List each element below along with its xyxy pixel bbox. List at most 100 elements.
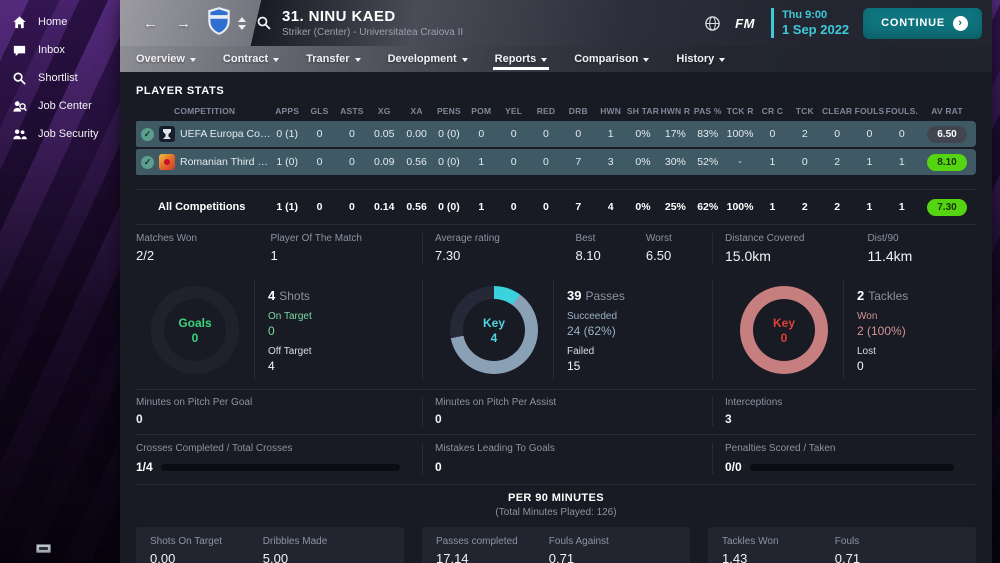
stat-cell: 62% [697, 201, 719, 213]
sidebar: Home Inbox Shortlist Job Center Job Secu… [0, 0, 120, 563]
stat-cell: 52% [697, 156, 719, 168]
stat-cell: 0 (0) [438, 128, 460, 140]
tab-overview[interactable]: Overview [136, 46, 196, 72]
competition-name: UEFA Europa Confer... [180, 128, 271, 140]
continue-button[interactable]: CONTINUE › [863, 7, 982, 39]
sidebar-item-label: Job Center [38, 100, 92, 112]
column-header: XG [377, 106, 391, 116]
stat-cell: 0 [478, 128, 485, 140]
column-header: FOULS... [885, 106, 918, 116]
section-title: PLAYER STATS [136, 85, 225, 97]
stat-cell: 7 [575, 201, 582, 213]
shots-headline: 4 Shots [268, 287, 310, 303]
stat-cell: 0 [316, 128, 323, 140]
stat-cell: 0 [898, 128, 905, 140]
sidebar-item-job-security[interactable]: Job Security [0, 120, 120, 148]
stat-cell: 0 [510, 156, 517, 168]
column-header: CR C [761, 106, 784, 116]
tab-contract[interactable]: Contract [223, 46, 280, 72]
chevron-up-icon [238, 16, 246, 22]
per-90-section: PER 90 MINUTES (Total Minutes Played: 12… [136, 484, 976, 563]
stat-cell: 1 [478, 201, 485, 213]
sidebar-item-home[interactable]: Home [0, 8, 120, 36]
tab-reports[interactable]: Reports [492, 46, 549, 72]
column-header: PENS [436, 106, 461, 116]
tackles-won: Won 2 (100%) [857, 310, 906, 338]
table-row[interactable]: ✓ UEFA Europa Confer... 0 (1) 0 0 0.05 0.00 0 (… [136, 121, 976, 147]
average-rating-pill: 8.10 [926, 153, 967, 171]
per-90-card-defending: Tackles Won 1.43 Fouls 0.71 [708, 527, 976, 563]
passes-failed: Failed 15 [567, 345, 595, 373]
per-90-title: PER 90 MINUTES [507, 492, 605, 504]
stat-cell: 100% [726, 128, 754, 140]
stat-distance-covered: Distance Covered 15.0km [725, 233, 805, 264]
forward-button[interactable]: → [176, 14, 191, 32]
chevron-down-icon [541, 57, 548, 62]
tab-bar: Overview Contract Transfer Development R… [120, 46, 992, 72]
column-header: PAS % [693, 106, 722, 116]
passes-donut-chart: Key 4 [450, 286, 538, 374]
world-icon[interactable] [704, 15, 721, 32]
player-subtitle: Striker (Center) - Universitatea Craiova… [282, 27, 464, 38]
goals-donut-group: Goals 0 4 Shots On Target 0 Off Target 4 [136, 280, 422, 380]
stat-cell: 0% [635, 156, 651, 168]
column-header: COMPETITION [174, 106, 236, 116]
stats-table-body: ✓ UEFA Europa Confer... 0 (1) 0 0 0.05 0.00 0 (… [136, 121, 976, 175]
penalties-progress-bar [749, 463, 954, 471]
stat-cell: 2 [834, 201, 841, 213]
minutes-per-assist: Minutes on Pitch Per Assist 0 [422, 397, 712, 426]
chevron-down-icon [273, 57, 280, 62]
stat-cell: 1 [478, 156, 485, 168]
tackles-lost: Lost 0 [857, 345, 876, 373]
bars-row: Crosses Completed / Total Crosses 1/4 Mi… [136, 434, 976, 484]
column-header: XA [410, 106, 423, 116]
stat-cell: 0.56 [406, 156, 427, 168]
shots-off-target: Off Target 4 [268, 345, 312, 373]
stat-cell: 2 [834, 156, 841, 168]
sidebar-item-label: Shortlist [38, 72, 78, 84]
column-header: HWN R [660, 106, 691, 116]
sidebar-item-job-center[interactable]: Job Center [0, 92, 120, 120]
tab-comparison[interactable]: Comparison [574, 46, 650, 72]
crosses-completed: Crosses Completed / Total Crosses 1/4 [136, 443, 422, 474]
selected-check-icon: ✓ [141, 127, 154, 141]
overlay-indicator-badge [36, 544, 51, 553]
stat-cell: 25% [664, 201, 686, 213]
stat-cell: 1 [898, 156, 905, 168]
stat-cell: 0 [801, 156, 808, 168]
stat-cell: 1 [898, 201, 905, 213]
continue-label: CONTINUE [881, 17, 945, 29]
club-crest-icon[interactable] [206, 6, 232, 41]
player-title-block: 31. NINU KAED Striker (Center) - Univers… [282, 8, 463, 38]
tab-development[interactable]: Development [388, 46, 468, 72]
shots-on-target: On Target 0 [268, 310, 312, 338]
minutes-per-goal: Minutes on Pitch Per Goal 0 [136, 397, 253, 426]
chevron-down-icon [189, 57, 196, 62]
job-center-icon [13, 100, 27, 112]
stat-average-rating: Average rating 7.30 [435, 233, 500, 263]
stat-cell: 1 [866, 156, 873, 168]
stat-cell: 0 [543, 128, 549, 140]
sidebar-item-inbox[interactable]: Inbox [0, 36, 120, 64]
tab-history[interactable]: History [676, 46, 726, 72]
tab-transfer[interactable]: Transfer [306, 46, 361, 72]
stat-cell: 0.05 [374, 128, 395, 140]
stat-best-rating: Best 8.10 [575, 233, 601, 263]
sidebar-item-shortlist[interactable]: Shortlist [0, 64, 120, 92]
table-row[interactable]: ✓ Romanian Third Leag... 1 (0) 0 0 0.09 0.56 0 … [136, 149, 976, 175]
player-stepper[interactable] [238, 16, 246, 30]
totals-row: All Competitions 1 (1) 0 0 0.14 0.56 0 (0) 1 0 0 7… [136, 194, 976, 220]
selected-check-icon: ✓ [141, 155, 154, 169]
chevron-down-icon [461, 57, 468, 62]
average-rating-pill: 6.50 [926, 125, 967, 143]
stat-cell: 100% [726, 201, 754, 213]
search-icon[interactable] [256, 15, 272, 31]
tackles-headline: 2 Tackles [857, 287, 909, 303]
back-button[interactable]: ← [143, 14, 158, 32]
column-header: AV RAT [931, 106, 963, 116]
shortlist-search-icon [13, 72, 26, 85]
stat-cell: 0 [543, 156, 549, 168]
penalties-scored: Penalties Scored / Taken 0/0 [712, 443, 976, 474]
stat-cell: 4 [607, 201, 614, 213]
competition-name: Romanian Third Leag... [180, 156, 271, 168]
